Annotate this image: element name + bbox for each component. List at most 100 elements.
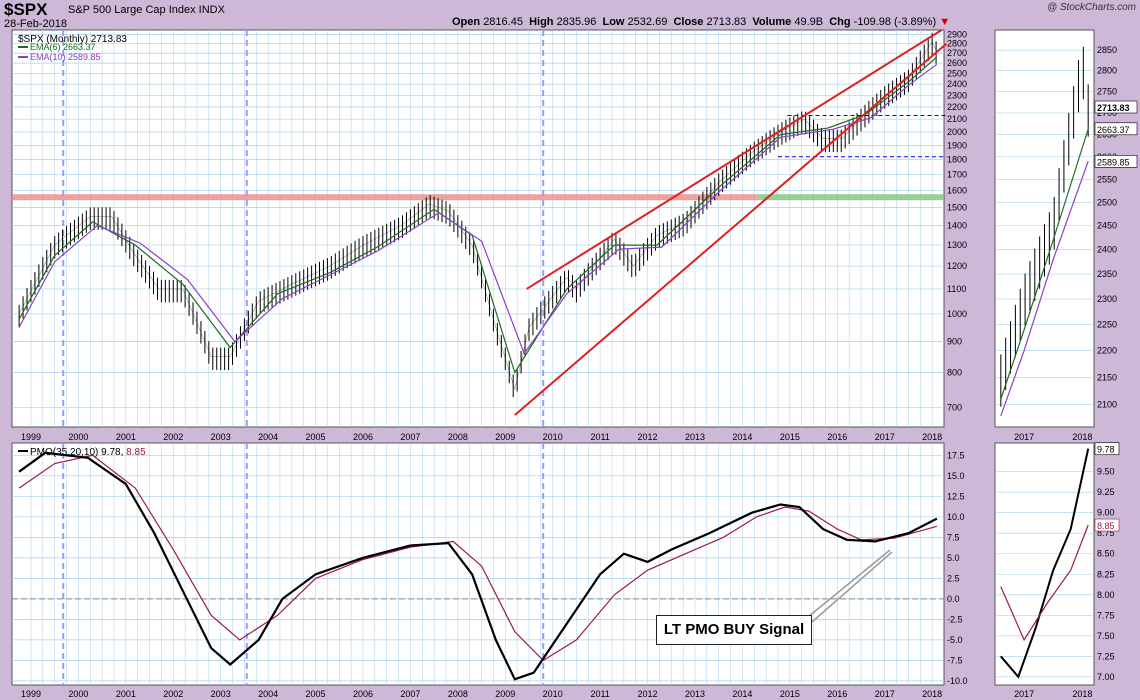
- zoom-pmo-tick-label: 7.50: [1097, 631, 1115, 641]
- price-panel: [11, 29, 945, 428]
- chg-value: -109.98 (-3.89%): [853, 16, 937, 28]
- price-tick-label: 1100: [947, 284, 966, 294]
- zoom-value-label: 2663.37: [1097, 125, 1130, 135]
- price-xtick-label: 2015: [780, 432, 800, 442]
- price-tick-label: 2300: [947, 90, 967, 100]
- price-tick-label: 2200: [947, 102, 967, 112]
- price-xtick-label: 2002: [163, 432, 183, 442]
- zoom-value-box: [1094, 100, 1138, 114]
- pmo-tick-label: -7.5: [947, 655, 963, 665]
- price-xtick-label: 2018: [922, 432, 942, 442]
- trend-channel-line: [526, 29, 943, 290]
- legend-pmo: PMO(35,20,10) 9.78, 8.85: [30, 447, 146, 458]
- pmo-xtick-label: 2001: [116, 689, 136, 699]
- price-tick-label: 1300: [947, 240, 967, 250]
- zoom-xtick-label: 2018: [1072, 432, 1092, 442]
- price-tick-label: 1500: [947, 203, 967, 213]
- pmo-xtick-label: 2007: [400, 689, 420, 699]
- price-xtick-label: 2001: [116, 432, 136, 442]
- pmo-tick-label: 0.0: [947, 594, 960, 604]
- close-label: Close: [673, 16, 704, 28]
- price-tick-label: 1400: [947, 221, 967, 231]
- pmo-tick-label: 17.5: [947, 450, 965, 460]
- zoom-pmo-value-box: [1094, 518, 1120, 532]
- pmo-tick-label: 7.5: [947, 532, 960, 542]
- annotation-arrow: [807, 549, 893, 623]
- price-xtick-label: 2010: [543, 432, 563, 442]
- pmo-xtick-label: 2017: [875, 689, 895, 699]
- pmo-tick-label: -5.0: [947, 635, 963, 645]
- price-xtick-label: 2006: [353, 432, 373, 442]
- price-tick-label: 2000: [947, 127, 967, 137]
- price-tick-label: 900: [947, 337, 962, 347]
- price-xtick-label: 2012: [638, 432, 658, 442]
- price-tick-label: 1000: [947, 309, 967, 319]
- zoom-tick-label: 2500: [1097, 197, 1117, 207]
- price-tick-label: 1700: [947, 170, 967, 180]
- zoom-tick-label: 2850: [1097, 45, 1117, 55]
- price-xtick-label: 2008: [448, 432, 468, 442]
- pmo-xtick-label: 2006: [353, 689, 373, 699]
- pmo-tick-label: -2.5: [947, 614, 963, 624]
- zoom-tick-label: 2800: [1097, 66, 1117, 76]
- price-tick-label: 700: [947, 403, 962, 413]
- price-line: [18, 41, 938, 391]
- close-value: 2713.83: [706, 16, 747, 28]
- price-xtick-label: 2009: [495, 432, 515, 442]
- zoom-pmo-value-label: 9.78: [1097, 445, 1115, 455]
- price-xtick-label: 2011: [590, 432, 609, 442]
- pmo-annotation: LT PMO BUY Signal: [656, 615, 812, 645]
- watermark: @ StockCharts.com: [1046, 2, 1136, 13]
- symbol-description: S&P 500 Large Cap Index INDX: [68, 4, 225, 16]
- zoom-tick-label: 2200: [1097, 346, 1117, 356]
- volume-value: 49.9B: [794, 16, 824, 28]
- pmo-xtick-label: 2015: [780, 689, 800, 699]
- pmo-xtick-label: 2009: [495, 689, 515, 699]
- price-xtick-label: 2017: [875, 432, 895, 442]
- pmo-xtick-label: 2018: [922, 689, 942, 699]
- price-tick-label: 2600: [947, 58, 967, 68]
- high-label: High: [529, 16, 554, 28]
- pmo-tick-label: 2.5: [947, 573, 960, 583]
- legend-ema6: EMA(6) 2663.37: [30, 42, 96, 52]
- price-tick-label: 1800: [947, 155, 967, 165]
- zoom-pmo-value-label: 8.85: [1097, 521, 1115, 531]
- zoom-pmo-panel: [994, 442, 1095, 686]
- high-value: 2835.96: [556, 16, 597, 28]
- ohlc-readout: Open 2816.45 High 2835.96 Low 2532.69 Cl…: [452, 16, 950, 28]
- pmo-tick-label: 12.5: [947, 491, 965, 501]
- pmo-line: [18, 451, 938, 681]
- zoom-value-box: [1094, 154, 1138, 168]
- resistance-band: [12, 194, 757, 201]
- pmo-xtick-label: 1999: [21, 689, 41, 699]
- zoom-tick-label: 2750: [1097, 87, 1117, 97]
- price-tick-label: 1200: [947, 261, 967, 271]
- pmo-panel: [11, 442, 945, 686]
- pmo-tick-label: -10.0: [947, 676, 968, 686]
- trend-channel-line: [514, 42, 948, 416]
- price-xtick-label: 2007: [400, 432, 420, 442]
- pmo-xtick-label: 2004: [258, 689, 278, 699]
- price-tick-label: 2100: [947, 114, 967, 124]
- pmo-xtick-label: 2012: [638, 689, 658, 699]
- zoom-value-label: 2713.83: [1097, 103, 1130, 113]
- zoom-pmo-tick-label: 9.25: [1097, 487, 1115, 497]
- price-xtick-label: 1999: [21, 432, 41, 442]
- pmo-xtick-label: 2014: [732, 689, 752, 699]
- zoom-tick-label: 2350: [1097, 269, 1117, 279]
- price-tick-label: 2800: [947, 39, 967, 49]
- legend-price: $SPX (Monthly) 2713.83: [18, 34, 127, 45]
- pmo-xtick-label: 2005: [306, 689, 326, 699]
- zoom-xtick-label: 2017: [1014, 432, 1034, 442]
- down-arrow-icon: ▼: [939, 16, 951, 28]
- pmo-xtick-label: 2003: [211, 689, 231, 699]
- zoom-ema6-line: [1000, 128, 1089, 400]
- zoom-pmo-tick-label: 9.50: [1097, 467, 1115, 477]
- price-tick-label: 800: [947, 368, 962, 378]
- price-xtick-label: 2016: [827, 432, 847, 442]
- price-tick-label: 1900: [947, 140, 967, 150]
- zoom-pmo-tick-label: 7.00: [1097, 672, 1115, 682]
- zoom-tick-label: 2250: [1097, 320, 1117, 330]
- price-xtick-label: 2003: [211, 432, 231, 442]
